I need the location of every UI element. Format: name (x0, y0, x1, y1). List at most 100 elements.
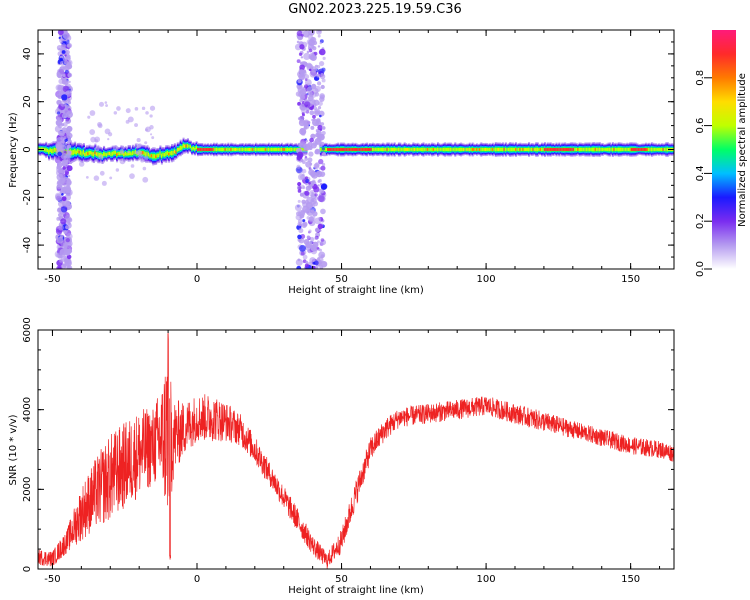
heatmap-cell (461, 148, 464, 151)
heatmap-cell (593, 147, 596, 152)
heatmap-cell (310, 66, 313, 70)
heatmap-cell (571, 148, 574, 151)
heatmap-cell (516, 148, 519, 151)
heatmap-cell (136, 149, 143, 156)
heatmap-cell (304, 157, 308, 161)
heatmap-cell (297, 234, 302, 240)
heatmap-cell (301, 199, 306, 204)
heatmap-cell (337, 148, 340, 151)
heatmap-cell (490, 148, 493, 151)
heatmap-cell (308, 181, 311, 185)
heatmap-cell (397, 147, 400, 152)
heatmap-cell (587, 147, 590, 152)
heatmap-cell (309, 55, 314, 60)
heatmap-cell (129, 173, 135, 179)
heatmap-cell (119, 158, 126, 165)
heatmap-cell (363, 148, 366, 151)
heatmap-cell (204, 148, 207, 151)
heatmap-cell (319, 229, 322, 232)
heatmap-cell (130, 164, 135, 168)
heatmap-cell (412, 147, 415, 152)
heatmap-cell (288, 148, 291, 151)
heatmap-cell (480, 147, 483, 152)
snr-panel: -50 0 50 100 150 0 2000 4000 6000 Height of stra… (8, 317, 675, 596)
heatmap-cell (59, 57, 63, 61)
heatmap-cell (317, 34, 321, 38)
heatmap-cell (310, 91, 317, 98)
heatmap-cell (249, 148, 252, 151)
heatmap-cell (303, 143, 311, 151)
heatmap-cell (329, 148, 333, 151)
heatmap-cell (565, 148, 568, 151)
heatmap-cell (321, 130, 326, 136)
heatmap-cell (554, 148, 557, 151)
heatmap-cell (324, 147, 327, 152)
heatmap-cell (214, 148, 217, 151)
heatmap-cell (65, 225, 70, 230)
heatmap-cell (55, 169, 63, 177)
heatmap-cell (55, 141, 63, 150)
heatmap-cell (297, 189, 302, 193)
heatmap-cell (335, 148, 338, 151)
heatmap-cell (233, 148, 236, 151)
heatmap-cell (315, 266, 319, 269)
heatmap-cell (458, 147, 461, 152)
heatmap-cell (224, 148, 227, 151)
heatmap-cell (61, 94, 68, 101)
x-tick-label: 100 (477, 574, 496, 585)
heatmap-cell (569, 148, 572, 151)
heatmap-cell (603, 148, 606, 151)
heatmap-cell (53, 147, 56, 152)
heatmap-cell (520, 148, 523, 151)
heatmap-cell (626, 147, 629, 152)
heatmap-cell (403, 147, 406, 152)
heatmap-cell (299, 98, 304, 103)
heatmap-cell (300, 130, 306, 136)
heatmap-cell (98, 101, 105, 107)
heatmap-cell (134, 150, 138, 154)
heatmap-cell (49, 148, 52, 152)
heatmap-cell (590, 148, 593, 151)
heatmap-cell (371, 147, 374, 152)
heatmap-cell (302, 186, 306, 190)
heatmap-cell (317, 240, 320, 244)
heatmap-cell (79, 150, 82, 155)
snr-xlabel: Height of straight line (km) (288, 585, 424, 596)
heatmap-cell (112, 145, 119, 151)
heatmap-cell (56, 184, 62, 190)
heatmap-cell (319, 41, 322, 45)
heatmap-cell (57, 151, 63, 157)
heatmap-cell (409, 148, 412, 151)
heatmap-cell (452, 148, 455, 151)
heatmap-cell (75, 150, 78, 155)
heatmap-cell (539, 148, 542, 151)
heatmap-cell (238, 148, 241, 151)
heatmap-cell (211, 148, 214, 151)
spectrogram-heatmap (38, 30, 674, 269)
heatmap-cell (198, 148, 201, 151)
heatmap-cell (438, 148, 441, 151)
heatmap-cell (293, 148, 296, 151)
heatmap-cell (314, 166, 317, 169)
colorbar-tick-label: 0.8 (695, 70, 706, 86)
heatmap-cell (301, 113, 305, 117)
heatmap-cell (308, 48, 313, 53)
heatmap-cell (642, 148, 645, 151)
heatmap-cell (406, 148, 409, 151)
heatmap-cell (240, 148, 243, 151)
heatmap-cell (65, 130, 71, 136)
heatmap-cell (296, 164, 301, 169)
heatmap-cell (320, 254, 325, 258)
heatmap-cell (147, 152, 150, 157)
heatmap-cell (316, 65, 321, 69)
heatmap-cell (186, 144, 189, 148)
heatmap-cell (512, 147, 515, 152)
heatmap-cell (299, 244, 307, 252)
spectrogram-ticks: -50 0 50 100 150 -40 -20 0 20 40 (22, 29, 674, 285)
heatmap-cell (606, 148, 609, 151)
heatmap-cell (396, 148, 399, 151)
heatmap-cell (319, 60, 325, 67)
heatmap-cell (655, 148, 658, 151)
colorbar-swatch (712, 30, 736, 269)
